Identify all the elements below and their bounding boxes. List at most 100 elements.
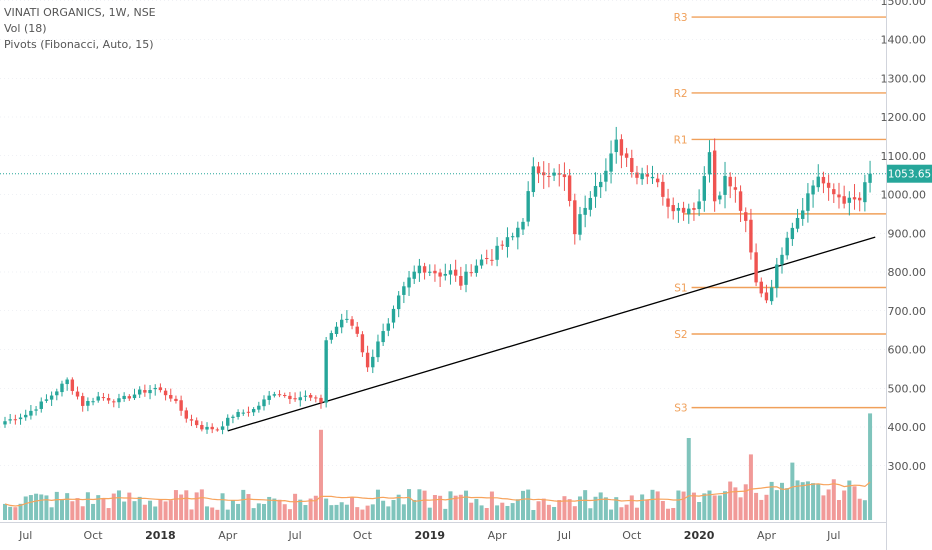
candle-body: [490, 259, 494, 261]
y-tick-label: 1400.00: [881, 34, 927, 47]
y-tick-label: 400.00: [888, 421, 927, 434]
candle-body: [645, 174, 650, 177]
candle-body: [531, 166, 536, 193]
candle-body: [169, 395, 173, 399]
candle-body: [826, 182, 831, 188]
candle-body: [521, 221, 525, 230]
candle-body: [785, 237, 789, 256]
candle-body: [811, 185, 815, 195]
pivots-indicator-label[interactable]: Pivots (Fibonacci, Auto, 15): [4, 38, 154, 51]
volume-bar: [122, 501, 127, 520]
candle-body: [624, 153, 629, 158]
volume-bar: [577, 496, 582, 520]
candle-body: [697, 201, 701, 210]
candle-body: [158, 387, 163, 391]
volume-bar: [702, 493, 707, 520]
volume-bar: [23, 496, 28, 520]
candle-body: [744, 212, 748, 221]
trendline-segment: [227, 236, 876, 432]
candle-body: [381, 331, 385, 343]
candle-body: [759, 281, 763, 294]
volume-bar: [774, 490, 779, 520]
volume-bar: [59, 499, 64, 520]
candle-body: [39, 401, 43, 409]
pivot-label: R2: [674, 88, 688, 100]
candle-body: [604, 170, 608, 182]
x-tick-label: Jul: [287, 529, 301, 542]
volume-bar: [365, 505, 370, 520]
volume-bar: [738, 497, 743, 520]
candle-body: [764, 292, 769, 301]
volume-bar: [287, 509, 292, 520]
y-tick-label: 300.00: [888, 460, 927, 473]
candle-body: [842, 196, 846, 204]
volume-bar: [816, 483, 821, 520]
volume-bar: [743, 484, 748, 520]
candle-body: [324, 340, 328, 403]
volume-bar: [500, 502, 505, 520]
candle-body: [246, 411, 251, 413]
candle-body: [707, 152, 712, 175]
pivot-label: S2: [674, 329, 687, 341]
candle-body: [257, 405, 261, 410]
symbol-title[interactable]: VINATI ORGANICS, 1W, NSE: [4, 6, 156, 19]
candle-body: [573, 200, 577, 235]
candle-body: [34, 409, 38, 411]
candle-body: [65, 379, 69, 385]
volume-bar: [800, 482, 805, 520]
candle-body: [350, 319, 354, 326]
candle-body: [448, 270, 453, 275]
candle-body: [552, 172, 556, 176]
last-price-value: 1053.65: [888, 169, 931, 181]
candle-body: [795, 217, 800, 229]
volume-bar: [868, 413, 873, 520]
volume-bar: [562, 496, 567, 520]
volume-bar: [34, 493, 39, 520]
volume-bar: [572, 506, 577, 520]
volume-bar: [127, 492, 132, 520]
candle-body: [769, 287, 774, 302]
volume-bar: [479, 505, 484, 520]
candle-body: [81, 396, 85, 406]
candle-body: [583, 207, 587, 215]
candle-body: [593, 185, 598, 197]
volume-bar: [660, 500, 665, 520]
candle-body: [251, 409, 256, 413]
candle-body: [365, 352, 370, 368]
volume-bar: [132, 501, 137, 520]
volume-bar: [686, 438, 691, 520]
x-tick-label: Apr: [218, 529, 238, 542]
candle-body: [775, 264, 779, 288]
volume-bar: [821, 495, 826, 520]
candle-body: [391, 308, 396, 323]
candle-body: [60, 383, 64, 393]
candle-body: [516, 227, 520, 238]
candle-body: [18, 417, 23, 420]
volume-bar: [712, 495, 717, 520]
candle-body: [376, 341, 380, 358]
x-tick-label: 2020: [684, 529, 715, 542]
candle-body: [205, 426, 209, 430]
volume-bar: [427, 507, 432, 520]
volume-indicator-label[interactable]: Vol (18): [4, 22, 47, 35]
volume-bar: [334, 504, 339, 520]
candle-body: [671, 205, 675, 212]
volume-bar: [116, 490, 121, 520]
candle-body: [526, 191, 530, 222]
candle-body: [733, 187, 738, 190]
candle-body: [614, 139, 618, 153]
candle-body: [329, 333, 334, 340]
volume-bar: [862, 500, 867, 520]
candle-body: [557, 173, 561, 175]
candle-body: [692, 208, 696, 210]
candle-body: [650, 176, 655, 179]
candle-body: [676, 207, 681, 211]
volume-bar: [748, 454, 753, 520]
volume-bar: [691, 492, 696, 520]
candle-body: [821, 176, 826, 184]
volume-bar: [707, 490, 712, 520]
candle-body: [661, 181, 665, 197]
volume-bar: [8, 506, 13, 520]
volume-bar: [396, 494, 401, 520]
